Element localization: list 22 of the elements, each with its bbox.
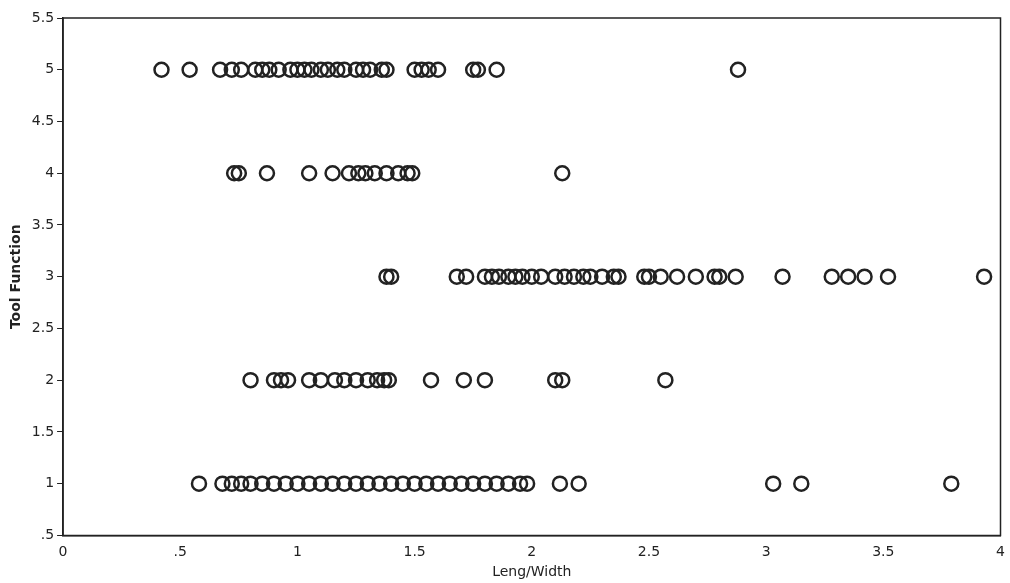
y-tick-label: 2 — [45, 370, 55, 387]
x-tick-label: 3 — [761, 543, 771, 560]
y-axis-title: Tool Function — [7, 224, 24, 330]
y-tick-label: .5 — [40, 526, 55, 543]
y-tick-label: 2.5 — [31, 319, 55, 336]
x-tick-label: 4 — [996, 543, 1006, 560]
x-tick-label: 2.5 — [637, 543, 661, 560]
x-tick-label: .5 — [173, 543, 187, 560]
y-tick-label: 1 — [45, 474, 55, 491]
x-tick-label: 3.5 — [872, 543, 895, 560]
x-tick-label: 0 — [58, 543, 68, 560]
x-axis-title: Leng/Width — [492, 563, 572, 580]
y-tick-label: 5 — [45, 60, 55, 77]
y-tick-label: 1.5 — [31, 422, 55, 439]
y-tick-label: 3.5 — [31, 215, 55, 232]
x-tick-label: 1 — [292, 543, 302, 560]
x-tick-label: 1.5 — [403, 543, 426, 560]
y-tick-label: 5.5 — [31, 8, 55, 25]
y-tick-label: 4.5 — [31, 112, 55, 129]
y-tick-label: 4 — [45, 163, 55, 180]
y-tick-label: 3 — [45, 267, 55, 284]
x-tick-label: 2 — [527, 543, 537, 560]
